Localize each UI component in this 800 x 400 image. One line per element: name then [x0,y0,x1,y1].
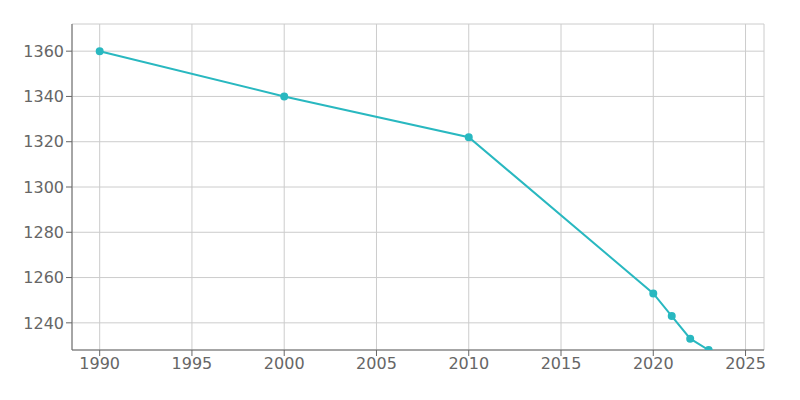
svg-text:1240: 1240 [23,314,64,333]
svg-text:1990: 1990 [79,354,120,373]
svg-text:1360: 1360 [23,42,64,61]
svg-text:1280: 1280 [23,223,64,242]
svg-text:1340: 1340 [23,87,64,106]
svg-text:2000: 2000 [264,354,305,373]
svg-text:2020: 2020 [633,354,674,373]
svg-text:2025: 2025 [725,354,766,373]
svg-text:2015: 2015 [541,354,582,373]
svg-text:1260: 1260 [23,268,64,287]
svg-text:2010: 2010 [448,354,489,373]
svg-text:1300: 1300 [23,178,64,197]
svg-text:1995: 1995 [172,354,213,373]
svg-text:1320: 1320 [23,132,64,151]
svg-text:2005: 2005 [356,354,397,373]
